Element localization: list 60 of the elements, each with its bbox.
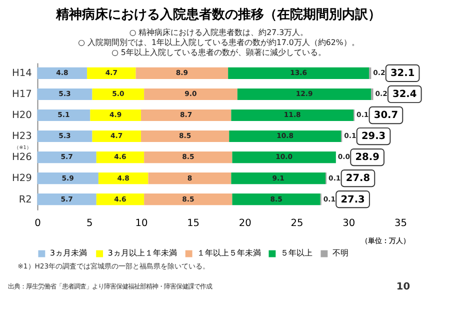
legend-label: ５年以上: [280, 248, 313, 258]
bar: [37, 67, 88, 79]
bar: [98, 172, 148, 184]
total-label: 28.9: [355, 152, 380, 164]
y-tick-label: H26: [12, 152, 32, 164]
legend-label: １年以上５年未満: [197, 248, 262, 258]
x-tick-label: 20: [238, 218, 252, 230]
total-label: 32.1: [390, 68, 415, 80]
x-tick-label: 35: [394, 218, 407, 230]
bar: [92, 88, 144, 100]
total-label: 27.3: [340, 194, 366, 206]
x-tick-label: 25: [290, 218, 304, 230]
bar: [144, 152, 232, 164]
total-label: 32.4: [392, 89, 417, 100]
total-label: 30.7: [374, 110, 398, 122]
total-label: 27.8: [346, 173, 370, 184]
bar: [87, 67, 136, 79]
bar: [37, 194, 96, 206]
bar: [37, 172, 98, 184]
bar: [232, 152, 336, 164]
bar: [231, 109, 354, 122]
text: 10: [396, 281, 410, 292]
bar: [231, 172, 326, 184]
x-tick-label: 30: [342, 218, 356, 230]
bar: [92, 130, 141, 142]
bar: [140, 109, 232, 122]
bar: [232, 194, 320, 206]
bar: [229, 130, 342, 142]
bar: [37, 130, 92, 142]
legend-label: 3ヵ月以上１年未満: [108, 248, 177, 258]
y-tick-label: H20: [12, 110, 32, 122]
bar: [228, 67, 370, 79]
bar: [90, 109, 141, 122]
bar: [37, 88, 92, 100]
bar: [37, 109, 90, 122]
bar: [96, 194, 144, 206]
text: ○ 精神病床における入院患者数は、約27.3万人。: [129, 28, 308, 38]
bar: [136, 67, 228, 79]
legend-label: 不明: [332, 248, 349, 258]
bar: [148, 172, 232, 184]
bar: [144, 88, 238, 100]
y-tick-label: H14: [12, 68, 32, 80]
total-label: 29.3: [361, 131, 386, 142]
chart-title: 精神病床における入院患者数の推移（在院期間別内訳）: [55, 6, 382, 23]
y-tick-label: H29: [12, 173, 32, 184]
bar: [237, 88, 372, 100]
y-tick-label: R2: [18, 194, 32, 206]
text: ○ 入院期間別では、1年以上入院している患者の数が約17.0万人（約62%）。: [78, 38, 360, 48]
y-tick-label: H17: [12, 89, 32, 100]
bar: [144, 194, 232, 206]
bar: [37, 152, 96, 164]
legend-label: 3ヵ月未満: [50, 248, 88, 258]
x-tick-label: 0: [34, 218, 41, 230]
text: ○ 5年以上入院している患者の数が、顕著に減少している。: [112, 48, 326, 57]
y-tick-label: H23: [12, 131, 32, 142]
x-tick-label: 5: [86, 218, 93, 230]
x-tick-label: 15: [187, 218, 200, 230]
x-tick-label: 10: [135, 218, 148, 230]
bar: [140, 130, 230, 142]
bar: [96, 152, 144, 164]
